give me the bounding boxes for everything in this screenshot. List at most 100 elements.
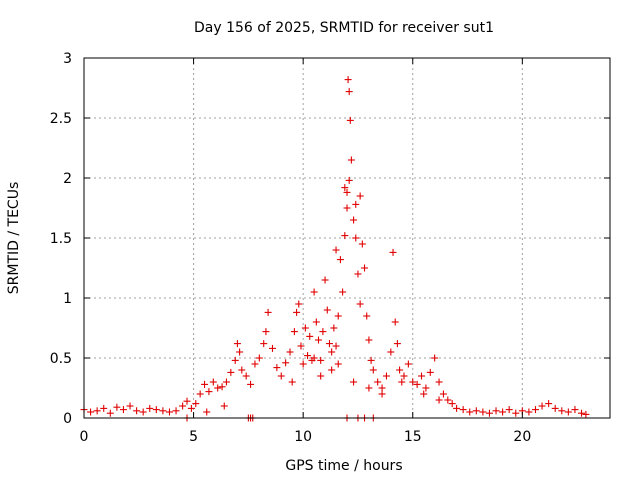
data-point [435,396,443,404]
data-point [323,306,331,314]
data-point [361,264,369,272]
data-point [391,318,399,326]
data-point [393,340,401,348]
data-point [374,378,382,386]
data-point [354,270,362,278]
data-point [582,410,590,418]
data-point [330,324,338,332]
data-point [404,360,412,368]
data-point [205,388,213,396]
data-point [485,409,493,417]
data-point [336,256,344,264]
data-point [346,116,354,124]
data-point [418,372,426,380]
data-point [286,348,294,356]
x-tick-label: 15 [404,429,422,445]
data-point [218,383,226,391]
data-point [203,408,211,416]
data-point [152,406,160,414]
data-point [247,380,255,388]
data-point [201,380,209,388]
data-point [343,204,351,212]
data-point [512,409,520,417]
data-point [251,360,259,368]
data-point [420,390,428,398]
data-point [222,378,230,386]
data-point [310,288,318,296]
data-point [378,390,386,398]
y-tick-label: 0 [63,411,72,427]
data-point [422,384,430,392]
data-point [350,216,358,224]
data-point [179,402,187,410]
data-point [472,407,480,415]
data-point [146,404,154,412]
y-axis-label: SRMTID / TECUs [6,182,22,295]
data-point [317,372,325,380]
y-tick-label: 0.5 [50,351,72,367]
data-point [479,408,487,416]
data-point [339,288,347,296]
data-point [209,378,217,386]
data-point [382,372,390,380]
data-point [358,240,366,248]
data-point [564,408,572,416]
plot-frame [83,57,611,419]
data-point [328,348,336,356]
data-point [165,408,173,416]
data-point [262,328,270,336]
data-point [334,312,342,320]
x-tick-label: 20 [513,429,531,445]
data-point [345,88,353,96]
data-point [306,332,314,340]
data-point [268,344,276,352]
data-point [196,390,204,398]
data-point [87,408,95,416]
data-point [356,192,364,200]
data-point [413,380,421,388]
data-point [312,318,320,326]
data-point [389,248,397,256]
data-point [192,400,200,408]
data-point [350,378,358,386]
y-tick-label: 2 [63,171,72,187]
data-point [277,372,285,380]
data-point [344,76,352,84]
data-point [347,156,355,164]
grid-lines [84,58,610,418]
data-point [332,342,340,350]
data-point [242,372,250,380]
data-point [113,403,121,411]
data-point [448,400,456,408]
data-point [531,406,539,414]
data-point [236,348,244,356]
data-point [214,384,222,392]
data-point [426,368,434,376]
y-tick-label: 2.5 [50,111,72,127]
data-point [400,372,408,380]
data-point [106,409,114,417]
x-tick-label: 0 [80,429,89,445]
y-tick-label: 3 [63,51,72,67]
data-point [334,360,342,368]
data-point [187,404,195,412]
data-point [578,409,586,417]
data-point [319,328,327,336]
data-point [126,402,134,410]
data-point [365,336,373,344]
data-point [396,366,404,374]
data-point [264,308,272,316]
data-point [231,356,239,364]
data-point [369,366,377,374]
data-point [315,336,323,344]
data-point [525,408,533,416]
data-point [220,402,228,410]
data-point [343,188,351,196]
data-point [304,352,312,360]
data-point [282,359,290,367]
data-point [387,348,395,356]
data-point [356,300,364,308]
data-point [352,200,360,208]
data-point [295,300,303,308]
